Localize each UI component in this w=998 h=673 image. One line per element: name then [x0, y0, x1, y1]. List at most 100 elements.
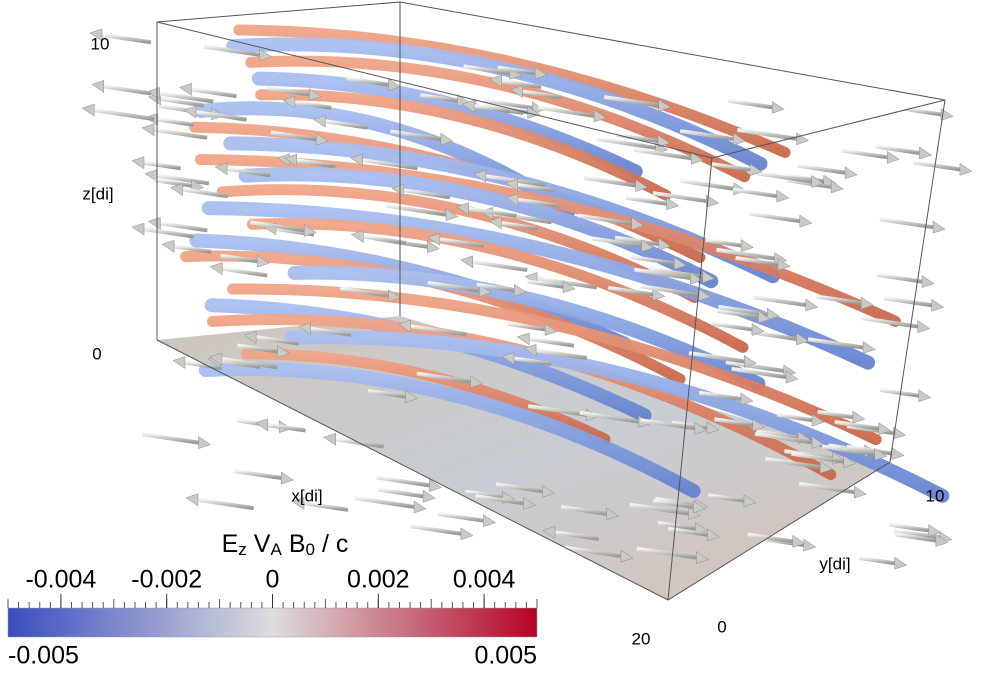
arrow-shaft	[554, 530, 600, 541]
colorbar-tick-label: 0	[266, 566, 280, 594]
colorbar-tick-label: -0.002	[131, 566, 202, 594]
arrow-head	[694, 421, 708, 435]
red-isosurface	[227, 283, 882, 446]
blue-isosurface	[251, 71, 643, 179]
field-arrow	[698, 390, 754, 406]
field-arrow	[154, 178, 205, 193]
arrow-head	[931, 298, 945, 312]
arrow-head	[844, 166, 858, 180]
arrow-head	[666, 197, 680, 211]
arrow-head	[658, 98, 672, 112]
arrow-shaft	[764, 456, 821, 470]
field-arrow	[255, 418, 306, 433]
field-arrow	[495, 482, 556, 498]
arrow-shaft	[103, 84, 152, 96]
arrow-head	[391, 183, 405, 197]
field-arrow	[170, 183, 229, 199]
arrow-head	[860, 296, 874, 310]
field-arrow	[475, 494, 536, 510]
arrow-shaft	[711, 162, 751, 172]
arrow-head	[652, 288, 666, 301]
field-arrow	[876, 272, 935, 288]
field-arrow	[416, 371, 484, 388]
arrow-head	[940, 107, 954, 121]
arrow-shaft	[859, 555, 895, 566]
field-arrow	[505, 193, 560, 208]
field-arrow	[728, 98, 785, 114]
field-arrow	[633, 267, 703, 285]
arrow-head	[932, 220, 946, 234]
arrow-head	[771, 100, 785, 114]
arrow-shaft	[841, 148, 888, 160]
red-isosurface	[233, 24, 791, 158]
field-arrow	[603, 95, 672, 112]
arrow-head	[811, 175, 825, 188]
blue-isosurface	[201, 201, 876, 370]
field-arrow	[636, 546, 709, 564]
field-arrow	[735, 256, 791, 271]
field-arrow	[131, 156, 181, 171]
arrow-shaft	[346, 76, 389, 87]
field-arrow	[298, 322, 352, 337]
arrow-shaft	[797, 163, 846, 175]
arrow-shaft	[846, 444, 893, 456]
title-part: V	[254, 530, 271, 558]
field-arrow	[410, 524, 474, 541]
field-arrow	[633, 147, 704, 165]
arrow-head	[959, 162, 973, 176]
field-arrow	[652, 498, 706, 514]
field-arrow	[460, 255, 528, 273]
arrow-shaft	[707, 493, 745, 503]
arrow-head	[388, 78, 401, 92]
arrow-head	[388, 289, 402, 302]
arrow-head	[690, 151, 704, 165]
arrow-head	[767, 307, 780, 321]
arrow-head	[811, 413, 825, 427]
red-isosurface	[194, 154, 901, 327]
field-arrow	[398, 319, 467, 337]
arrow-shaft	[362, 158, 418, 171]
arrow-shaft	[652, 498, 694, 509]
arrow-shaft	[688, 351, 745, 364]
field-arrow	[564, 545, 634, 563]
field-arrow	[509, 85, 562, 100]
arrow-shaft	[596, 136, 656, 150]
arrow-head	[843, 455, 857, 468]
arrow-shaft	[657, 520, 696, 531]
arrow-head	[562, 280, 576, 294]
arrow-shaft	[221, 356, 278, 370]
arrow-shaft	[912, 160, 961, 172]
arrow-shaft	[535, 348, 588, 360]
arrow-shaft	[507, 321, 546, 332]
arrow-head	[657, 134, 671, 148]
arrow-shaft	[747, 532, 794, 544]
arrow-shaft	[339, 286, 389, 298]
field-arrow	[250, 220, 317, 237]
arrow-shaft	[894, 532, 937, 543]
field-arrow	[688, 351, 757, 368]
arrow-head	[631, 217, 645, 230]
arrow-head	[172, 356, 186, 369]
arrow-shaft	[303, 501, 349, 512]
field-arrow	[220, 253, 270, 268]
arrow-shaft	[324, 119, 368, 130]
field-arrow	[776, 412, 825, 427]
colorbar-max: 0.005	[474, 642, 537, 670]
arrow-shaft	[776, 412, 813, 423]
arrow-shaft	[156, 173, 210, 186]
arrow-head	[209, 262, 223, 276]
arrow-shaft	[894, 528, 940, 540]
field-arrow	[178, 83, 237, 99]
arrow-head	[460, 527, 474, 541]
arrow-head	[752, 418, 766, 432]
arrow-shaft	[255, 335, 300, 346]
arrow-shaft	[195, 110, 247, 122]
arrow-head	[413, 500, 427, 514]
arrow-shaft	[879, 217, 934, 230]
field-arrow	[243, 330, 300, 346]
arrow-shaft	[654, 496, 697, 507]
arrow-head	[427, 232, 441, 246]
field-arrow	[749, 211, 813, 228]
arrow-head	[191, 179, 205, 193]
